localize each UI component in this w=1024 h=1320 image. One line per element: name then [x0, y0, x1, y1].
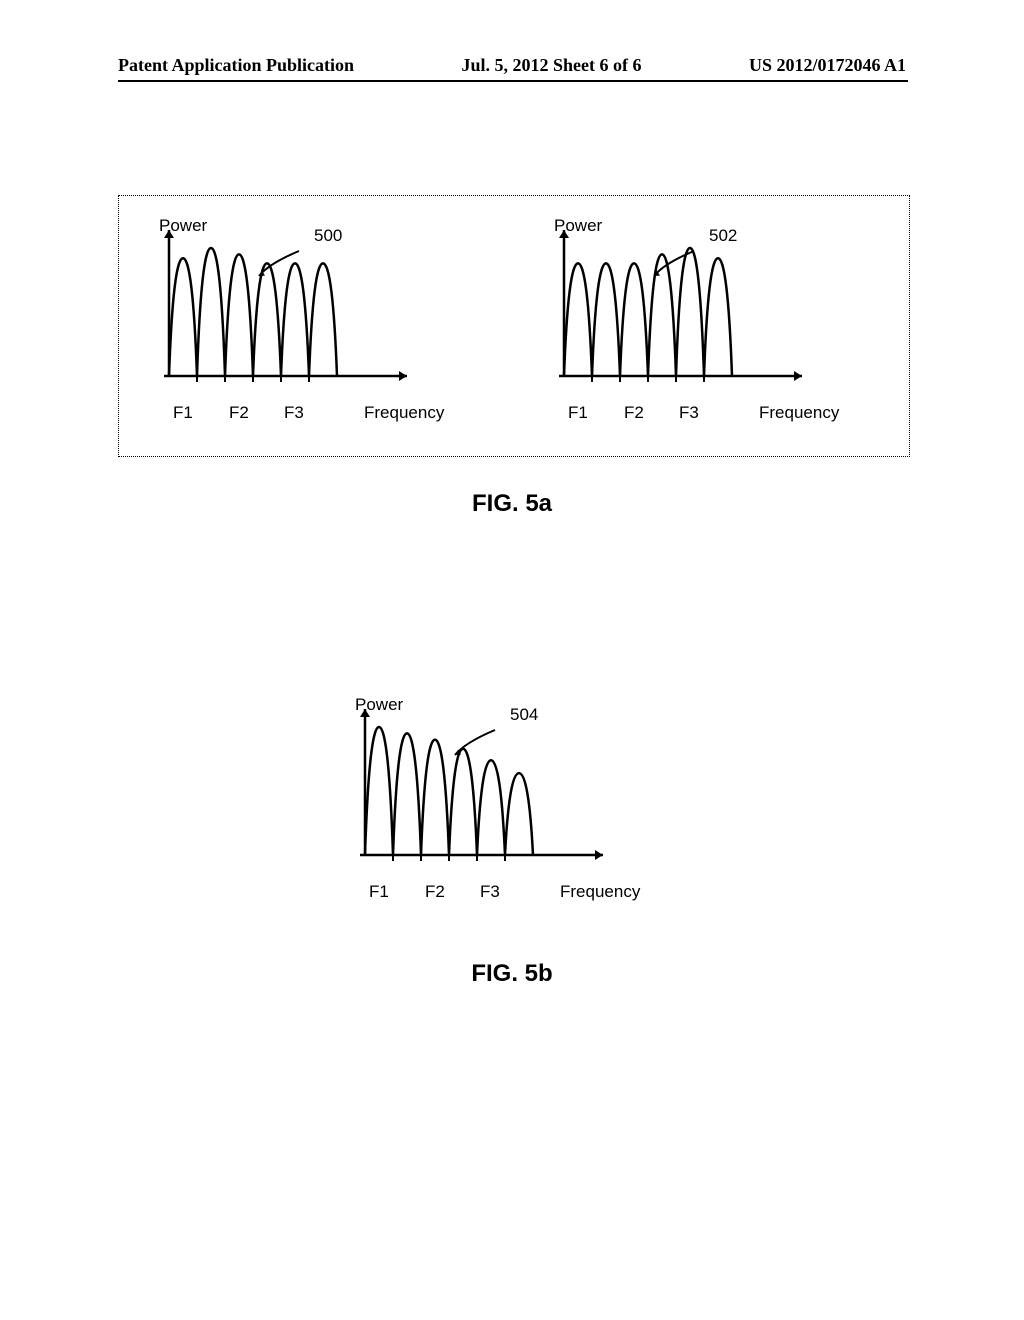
callout-504-ref: 504 — [510, 705, 538, 725]
xtick-f1: F1 — [568, 403, 588, 423]
header-left: Patent Application Publication — [118, 55, 354, 76]
xtick-f2: F2 — [425, 882, 445, 902]
header-center: Jul. 5, 2012 Sheet 6 of 6 — [462, 55, 642, 76]
xtick-f3: F3 — [284, 403, 304, 423]
figure-5a-box: Power 500 F1 F2 F3 Frequency Power 502 F… — [118, 195, 910, 457]
figure-5b-label: FIG. 5b — [0, 960, 1024, 988]
y-axis-label: Power — [355, 695, 403, 715]
xtick-f1: F1 — [173, 403, 193, 423]
callout-500-ref: 500 — [314, 226, 342, 246]
y-axis-label: Power — [554, 216, 602, 236]
xtick-f2: F2 — [229, 403, 249, 423]
patent-header: Patent Application Publication Jul. 5, 2… — [0, 55, 1024, 76]
xtick-f3: F3 — [480, 882, 500, 902]
chart-500-svg — [149, 221, 489, 431]
y-axis-label: Power — [159, 216, 207, 236]
callout-502-ref: 502 — [709, 226, 737, 246]
chart-504: Power 504 F1 F2 F3 Frequency — [345, 700, 685, 920]
x-axis-label: Frequency — [759, 403, 839, 423]
x-axis-label: Frequency — [364, 403, 444, 423]
x-axis-label: Frequency — [560, 882, 640, 902]
figure-5a-label: FIG. 5a — [0, 490, 1024, 518]
xtick-f3: F3 — [679, 403, 699, 423]
header-rule — [118, 80, 908, 82]
xtick-f1: F1 — [369, 882, 389, 902]
chart-504-svg — [345, 700, 685, 910]
header-right: US 2012/0172046 A1 — [749, 55, 906, 76]
chart-502-svg — [544, 221, 884, 431]
chart-502: Power 502 F1 F2 F3 Frequency — [544, 221, 884, 441]
chart-500: Power 500 F1 F2 F3 Frequency — [149, 221, 489, 441]
xtick-f2: F2 — [624, 403, 644, 423]
